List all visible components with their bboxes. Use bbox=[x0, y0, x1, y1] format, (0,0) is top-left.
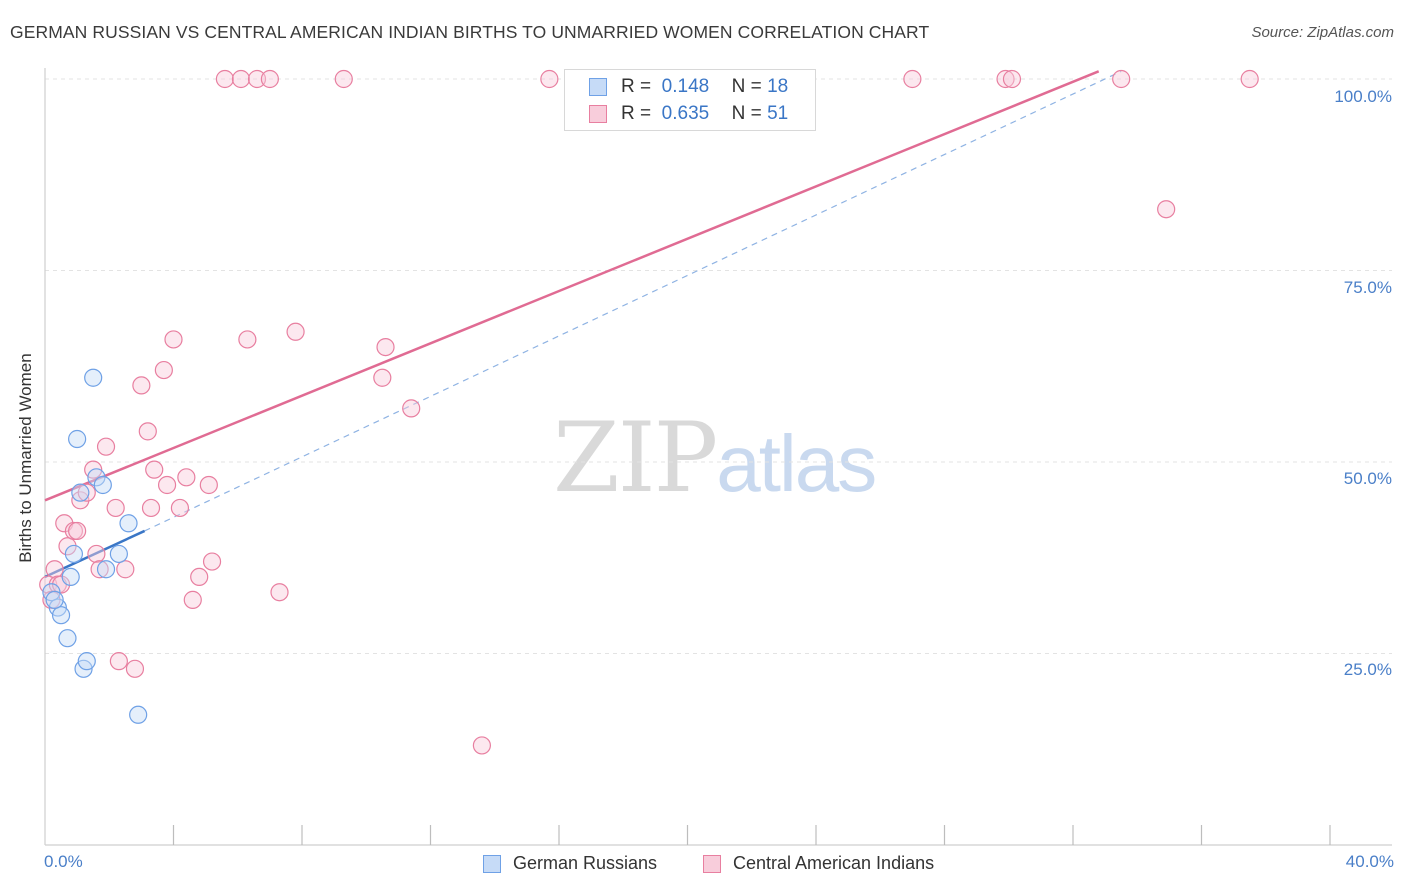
point-central-american-indians bbox=[109, 652, 128, 671]
y-tick-25: 25.0% bbox=[1343, 660, 1392, 679]
legend-item-central-american-indians: Central American Indians bbox=[703, 853, 934, 874]
stats-legend: R = 0.148 N = 18 R = 0.635 N = 51 bbox=[564, 69, 816, 131]
legend-swatch-pink bbox=[703, 854, 721, 873]
point-central-american-indians bbox=[190, 567, 209, 587]
point-central-american-indians bbox=[215, 69, 234, 89]
watermark-atlas: atlas bbox=[716, 419, 877, 508]
point-central-american-indians bbox=[270, 583, 289, 602]
point-german-russians bbox=[129, 705, 148, 724]
legend-swatch-blue bbox=[483, 854, 501, 873]
n-value: 18 bbox=[767, 76, 789, 97]
point-central-american-indians bbox=[996, 69, 1015, 89]
point-central-american-indians bbox=[247, 69, 267, 89]
point-central-american-indians bbox=[260, 69, 279, 89]
point-central-american-indians bbox=[51, 575, 71, 594]
point-german-russians bbox=[84, 368, 103, 387]
point-central-american-indians bbox=[87, 544, 106, 564]
r-label: R = bbox=[621, 103, 652, 124]
point-german-russians bbox=[119, 514, 138, 533]
point-central-american-indians bbox=[202, 552, 222, 571]
point-central-american-indians bbox=[231, 69, 251, 89]
point-central-american-indians bbox=[116, 560, 135, 579]
point-central-american-indians bbox=[154, 360, 173, 380]
point-central-american-indians bbox=[373, 368, 392, 387]
legend-label: German Russians bbox=[513, 853, 658, 873]
point-central-american-indians bbox=[96, 437, 116, 456]
y-axis-label: Births to Unmarried Women bbox=[16, 353, 35, 563]
point-central-american-indians bbox=[199, 475, 218, 495]
point-central-american-indians bbox=[68, 521, 87, 541]
n-value: 51 bbox=[767, 103, 789, 124]
point-central-american-indians bbox=[540, 69, 559, 89]
point-central-american-indians bbox=[183, 590, 202, 609]
point-central-american-indians bbox=[125, 659, 145, 678]
point-central-american-indians bbox=[334, 69, 353, 89]
point-german-russians bbox=[45, 590, 64, 609]
trend-line-german-russians bbox=[44, 529, 146, 579]
trend-extension-german-russians bbox=[144, 70, 1122, 532]
point-central-american-indians bbox=[90, 560, 109, 579]
y-tick-75: 75.0% bbox=[1343, 278, 1392, 297]
point-central-american-indians bbox=[402, 399, 421, 418]
point-central-american-indians bbox=[903, 69, 922, 89]
chart-title: GERMAN RUSSIAN VS CENTRAL AMERICAN INDIA… bbox=[10, 22, 930, 42]
trend-lines bbox=[44, 70, 1122, 579]
point-central-american-indians bbox=[106, 498, 125, 518]
legend-row-german-russians: R = 0.148 N = 18 bbox=[565, 74, 788, 100]
point-german-russians bbox=[68, 429, 87, 449]
point-central-american-indians bbox=[141, 498, 161, 518]
point-central-american-indians bbox=[1240, 69, 1259, 89]
r-label: R = bbox=[621, 76, 652, 97]
point-central-american-indians bbox=[376, 338, 395, 357]
point-german-russians bbox=[61, 567, 80, 587]
point-central-american-indians bbox=[138, 422, 157, 441]
point-central-american-indians bbox=[157, 475, 177, 495]
x-tick-max: 40.0% bbox=[1345, 852, 1394, 871]
point-central-american-indians bbox=[177, 468, 196, 487]
data-points bbox=[39, 69, 1259, 755]
swatch-pink bbox=[589, 105, 607, 123]
axes bbox=[44, 68, 1392, 846]
point-central-american-indians bbox=[1002, 69, 1022, 89]
n-label: N = bbox=[731, 103, 762, 124]
source-label: Source: ZipAtlas.com bbox=[1251, 24, 1394, 41]
point-central-american-indians bbox=[286, 322, 305, 341]
y-tick-50: 50.0% bbox=[1343, 469, 1392, 488]
legend-item-german-russians: German Russians bbox=[483, 853, 657, 874]
watermark: ZIPatlas bbox=[553, 402, 877, 514]
grid bbox=[45, 78, 1392, 654]
point-german-russians bbox=[51, 606, 71, 625]
point-central-american-indians bbox=[472, 736, 491, 755]
point-german-russians bbox=[58, 629, 77, 648]
point-central-american-indians bbox=[77, 483, 96, 502]
r-value: 0.635 bbox=[661, 103, 710, 124]
point-german-russians bbox=[93, 475, 112, 495]
point-german-russians bbox=[96, 560, 116, 579]
point-german-russians bbox=[64, 544, 84, 564]
point-central-american-indians bbox=[132, 376, 151, 395]
watermark-zip: ZIP bbox=[553, 402, 718, 514]
trend-line-central-american-indians bbox=[44, 70, 1100, 502]
point-central-american-indians bbox=[238, 330, 257, 349]
point-german-russians bbox=[71, 483, 90, 502]
point-central-american-indians bbox=[45, 560, 64, 579]
legend-label: Central American Indians bbox=[733, 853, 935, 873]
n-label: N = bbox=[731, 76, 762, 97]
swatch-blue bbox=[589, 78, 607, 96]
r-value: 0.148 bbox=[661, 76, 710, 97]
y-tick-100: 100.0% bbox=[1334, 87, 1392, 106]
legend-row-central-american-indians: R = 0.635 N = 51 bbox=[565, 101, 788, 127]
point-german-russians bbox=[77, 652, 96, 671]
point-central-american-indians bbox=[164, 330, 183, 349]
point-german-russians bbox=[109, 544, 128, 564]
point-central-american-indians bbox=[1112, 69, 1131, 89]
x-tick-min: 0.0% bbox=[44, 852, 83, 871]
point-central-american-indians bbox=[170, 498, 190, 518]
point-central-american-indians bbox=[145, 460, 164, 479]
point-central-american-indians bbox=[1157, 200, 1176, 219]
